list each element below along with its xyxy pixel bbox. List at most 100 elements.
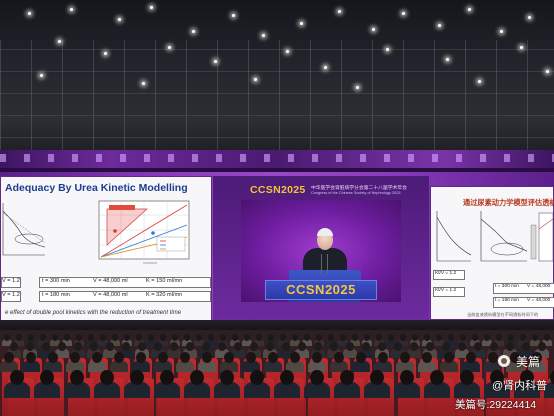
left-slide-ktv-box-1 (1, 277, 21, 288)
audience-shoulder (364, 381, 390, 398)
audience-head (430, 370, 444, 386)
audience-head (250, 370, 264, 386)
audience-head (180, 352, 190, 363)
audience-head (158, 352, 168, 363)
right-slide-ktv-2: Kt/V = 1.2 (435, 288, 457, 293)
audience-head (268, 352, 278, 363)
audience-shoulder (157, 338, 169, 346)
audience-head (256, 334, 262, 341)
audience-head (400, 352, 410, 363)
audience-head (232, 334, 238, 341)
ceiling-light (446, 58, 449, 61)
audience-head (48, 352, 58, 363)
left-slide-decay-graph (2, 203, 45, 256)
audience-head (172, 334, 178, 341)
audience-shoulder (278, 348, 294, 358)
audience-shoulder (493, 338, 505, 346)
audience-shoulder (241, 338, 253, 346)
audience-shoulder (154, 360, 172, 372)
audience-head (522, 342, 530, 351)
audience-head (218, 342, 226, 351)
audience-shoulder (301, 338, 313, 346)
ceiling-light (324, 66, 327, 69)
audience-shoulder (44, 360, 62, 372)
audience-head (370, 370, 384, 386)
ceiling-light (262, 34, 265, 37)
audience-head (328, 334, 334, 341)
audience-shoulder (182, 348, 198, 358)
audience-shoulder (352, 360, 370, 372)
audience-head (42, 342, 50, 351)
audience-head (460, 370, 474, 386)
audience-shoulder (385, 338, 397, 346)
audience-shoulder (242, 360, 260, 372)
audience-head (4, 334, 10, 341)
audience-head (250, 342, 258, 351)
audience-head (202, 342, 210, 351)
audience-shoulder (54, 348, 70, 358)
audience-shoulder (198, 360, 216, 372)
audience-head (290, 352, 300, 363)
audience-shoulder (534, 348, 550, 358)
audience-head (282, 342, 290, 351)
meipian-logo-icon (498, 355, 510, 367)
speaker-hair (317, 228, 333, 236)
audience-head (520, 334, 526, 341)
audience-shoulder (150, 348, 166, 358)
audience-shoulder (308, 360, 326, 372)
audience-shoulder (94, 381, 120, 398)
audience-shoulder (418, 360, 436, 372)
audience-shoulder (244, 381, 270, 398)
audience-head (70, 370, 84, 386)
audience-head (400, 334, 406, 341)
audience-head (424, 334, 430, 341)
audience-head (220, 370, 234, 386)
audience-shoulder (22, 360, 40, 372)
center-projection-screen: CCSN2025 中华医学会肾脏病学分会第二十八届学术年会 Congress o… (213, 176, 429, 322)
left-slide-clearance-1: K = 150 ml/mn (146, 278, 183, 284)
audience-head (378, 352, 388, 363)
audience-head (114, 352, 124, 363)
audience-shoulder (4, 381, 30, 398)
audience-head (92, 352, 102, 363)
audience-shoulder (274, 381, 300, 398)
audience-head (58, 342, 66, 351)
left-slide-kinetic-graph (98, 200, 190, 264)
audience-head (280, 334, 286, 341)
audience-head (28, 334, 34, 341)
audience-head (138, 342, 146, 351)
ceiling-light (70, 8, 73, 11)
left-slide-ktv-2: V = 1.2 (2, 292, 20, 298)
ceiling-light (338, 10, 341, 13)
audience-head (458, 342, 466, 351)
audience-head (70, 352, 80, 363)
audience-shoulder (118, 348, 134, 358)
audience-head (106, 342, 114, 351)
audience-head (472, 334, 478, 341)
ceiling-light (168, 46, 171, 49)
audience-shoulder (184, 381, 210, 398)
audience-head (100, 370, 114, 386)
audience-shoulder (541, 338, 553, 346)
audience-shoulder (193, 338, 205, 346)
audience-head (220, 334, 226, 341)
audience-head (448, 334, 454, 341)
audience-head (436, 334, 442, 341)
audience-head (378, 342, 386, 351)
audience-head (362, 342, 370, 351)
ceiling-light (356, 86, 359, 89)
audience-shoulder (406, 348, 422, 358)
audience-shoulder (264, 360, 282, 372)
audience-head (422, 352, 432, 363)
right-slide-footer: 当前血液透析模型在不同透析时间下的 (467, 312, 539, 317)
audience-shoulder (529, 338, 541, 346)
audience-head (292, 334, 298, 341)
audience-head (314, 342, 322, 351)
audience-shoulder (445, 338, 457, 346)
right-slide-ktv-1: Kt/V = 1.2 (435, 271, 457, 276)
audience-shoulder (132, 360, 150, 372)
audience-head (346, 342, 354, 351)
ceiling-light (118, 18, 121, 21)
audience-shoulder (506, 360, 524, 372)
right-slide-param-box-2 (493, 297, 554, 308)
